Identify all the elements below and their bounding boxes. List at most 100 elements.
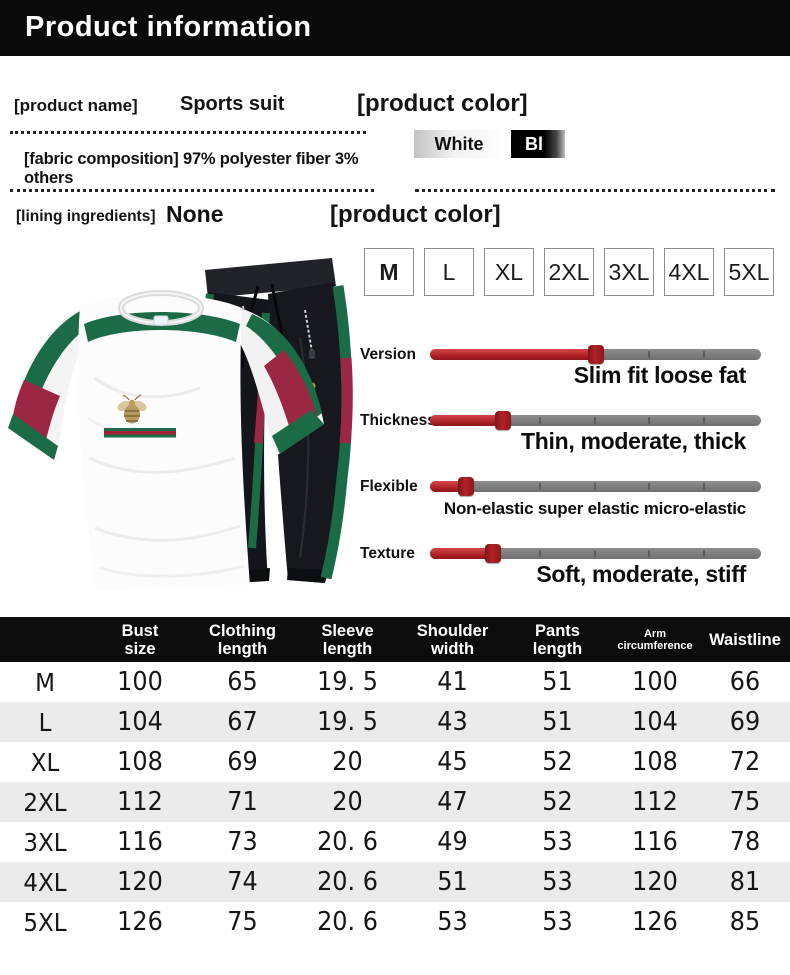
slider-knob[interactable] xyxy=(587,345,604,364)
slider-tick xyxy=(593,417,596,424)
table-cell: 120 xyxy=(117,867,163,897)
table-row-size-label: XL xyxy=(30,747,60,777)
page-header: Product information xyxy=(0,0,790,56)
table-cell: 69 xyxy=(729,707,761,737)
attribute-row-version: Version Slim fit loose fat xyxy=(0,329,790,399)
table-cell: 100 xyxy=(632,667,678,697)
slider-tick xyxy=(648,351,651,358)
table-row-m: M 100 65 19. 5 41 51 100 66 xyxy=(0,662,790,702)
table-cell: 52 xyxy=(542,787,573,817)
table-cell: 78 xyxy=(729,827,761,857)
table-cell: 19. 5 xyxy=(317,707,378,737)
slider-track[interactable] xyxy=(430,477,761,496)
slider-tick xyxy=(703,351,706,358)
slider-tick xyxy=(648,483,651,490)
attribute-caption: Thin, moderate, thick xyxy=(520,428,746,454)
size-option-m[interactable]: M xyxy=(364,248,414,296)
table-row-size-label: 5XL xyxy=(23,907,67,937)
table-cell: 53 xyxy=(542,907,573,937)
bee-logo xyxy=(117,394,147,424)
divider-dotted-3 xyxy=(415,189,775,192)
size-option-xl[interactable]: XL xyxy=(484,248,534,296)
table-cell: 74 xyxy=(227,867,258,897)
table-cell: 66 xyxy=(729,667,761,697)
table-cell: 49 xyxy=(437,827,468,857)
table-column-header: Sleeve length xyxy=(321,621,374,658)
size-options-row: M L XL 2XL 3XL 4XL 5XL xyxy=(364,248,774,296)
product-color-title: [product color] xyxy=(357,90,528,117)
size-option-l[interactable]: L xyxy=(424,248,474,296)
table-cell: 108 xyxy=(117,747,163,777)
product-name-value: Sports suit xyxy=(180,93,285,115)
table-cell: 108 xyxy=(632,747,678,777)
size-option-4xl[interactable]: 4XL xyxy=(664,248,714,296)
size-option-5xl[interactable]: 5XL xyxy=(724,248,774,296)
table-row-size-label: 3XL xyxy=(23,827,67,857)
table-row-size-label: L xyxy=(38,707,52,737)
attribute-row-flexible: Flexible Non-elastic super elastic micro-… xyxy=(0,461,790,531)
table-cell: 53 xyxy=(542,827,573,857)
table-cell: 51 xyxy=(437,867,468,897)
attribute-caption: Soft, moderate, stiff xyxy=(536,561,746,587)
web-stripe-bar xyxy=(104,428,176,438)
attribute-caption: Non-elastic super elastic micro-elastic xyxy=(443,499,746,518)
color-option-white[interactable]: White xyxy=(414,130,504,158)
table-cell: 20. 6 xyxy=(317,827,378,857)
color-option-white-label: White xyxy=(434,133,484,154)
table-cell: 104 xyxy=(117,707,163,737)
page-title: Product information xyxy=(25,11,312,43)
table-cell: 75 xyxy=(227,907,258,937)
slider-knob[interactable] xyxy=(484,544,501,563)
attribute-label: Texture xyxy=(360,545,415,562)
attribute-row-texture: Texture Soft, moderate, stiff xyxy=(0,528,790,598)
table-cell: 69 xyxy=(227,747,258,777)
table-column-header: Pants length xyxy=(532,621,583,658)
slider-tick xyxy=(539,550,542,557)
attribute-label: Thickness xyxy=(360,412,436,429)
table-cell: 85 xyxy=(729,907,761,937)
table-cell: 41 xyxy=(437,667,468,697)
size-option-2xl[interactable]: 2XL xyxy=(544,248,594,296)
table-column-header: Bust size xyxy=(121,621,159,658)
table-cell: 52 xyxy=(542,747,573,777)
table-row-xl: XL 108 69 20 45 52 108 72 xyxy=(0,742,790,782)
table-cell: 120 xyxy=(632,867,678,897)
lining-value: None xyxy=(166,201,224,227)
table-cell: 53 xyxy=(437,907,468,937)
slider-tick xyxy=(703,417,706,424)
slider-tick xyxy=(593,483,596,490)
slider-tick xyxy=(593,550,596,557)
table-cell: 20. 6 xyxy=(317,907,378,937)
slider-fill xyxy=(430,349,596,360)
table-cell: 126 xyxy=(632,907,678,937)
slider-knob[interactable] xyxy=(494,411,511,430)
slider-tick xyxy=(703,550,706,557)
attribute-row-thickness: Thickness Thin, moderate, thick xyxy=(0,395,790,465)
slider-track[interactable] xyxy=(430,345,761,364)
table-cell: 51 xyxy=(542,667,573,697)
table-column-header: Clothing length xyxy=(209,621,276,658)
size-option-3xl[interactable]: 3XL xyxy=(604,248,654,296)
slider-knob[interactable] xyxy=(458,477,475,496)
table-cell: 100 xyxy=(117,667,163,697)
product-photo-tshirt-and-pants xyxy=(8,258,353,590)
color-option-black-label: Bl xyxy=(525,133,543,154)
slider-track[interactable] xyxy=(430,411,761,430)
table-cell: 112 xyxy=(632,787,678,817)
product-size-title: [product color] xyxy=(330,201,501,228)
table-row-5xl: 5XL 126 75 20. 6 53 53 126 85 xyxy=(0,902,790,942)
table-row-size-label: M xyxy=(35,667,55,697)
table-column-header: Arm circumference xyxy=(617,627,693,652)
table-row-size-label: 4XL xyxy=(23,867,67,897)
table-cell: 19. 5 xyxy=(317,667,378,697)
table-column-header: Waistline xyxy=(709,630,781,649)
table-row-size-label: 2XL xyxy=(23,787,67,817)
tshirt-graphic xyxy=(8,290,324,590)
color-option-black[interactable]: Bl xyxy=(511,130,565,158)
product-name-label: [product name] xyxy=(14,96,138,115)
slider-fill xyxy=(430,548,493,559)
table-cell: 67 xyxy=(227,707,258,737)
slider-track[interactable] xyxy=(430,544,761,563)
attribute-label: Flexible xyxy=(360,478,418,495)
slider-tick xyxy=(539,417,542,424)
